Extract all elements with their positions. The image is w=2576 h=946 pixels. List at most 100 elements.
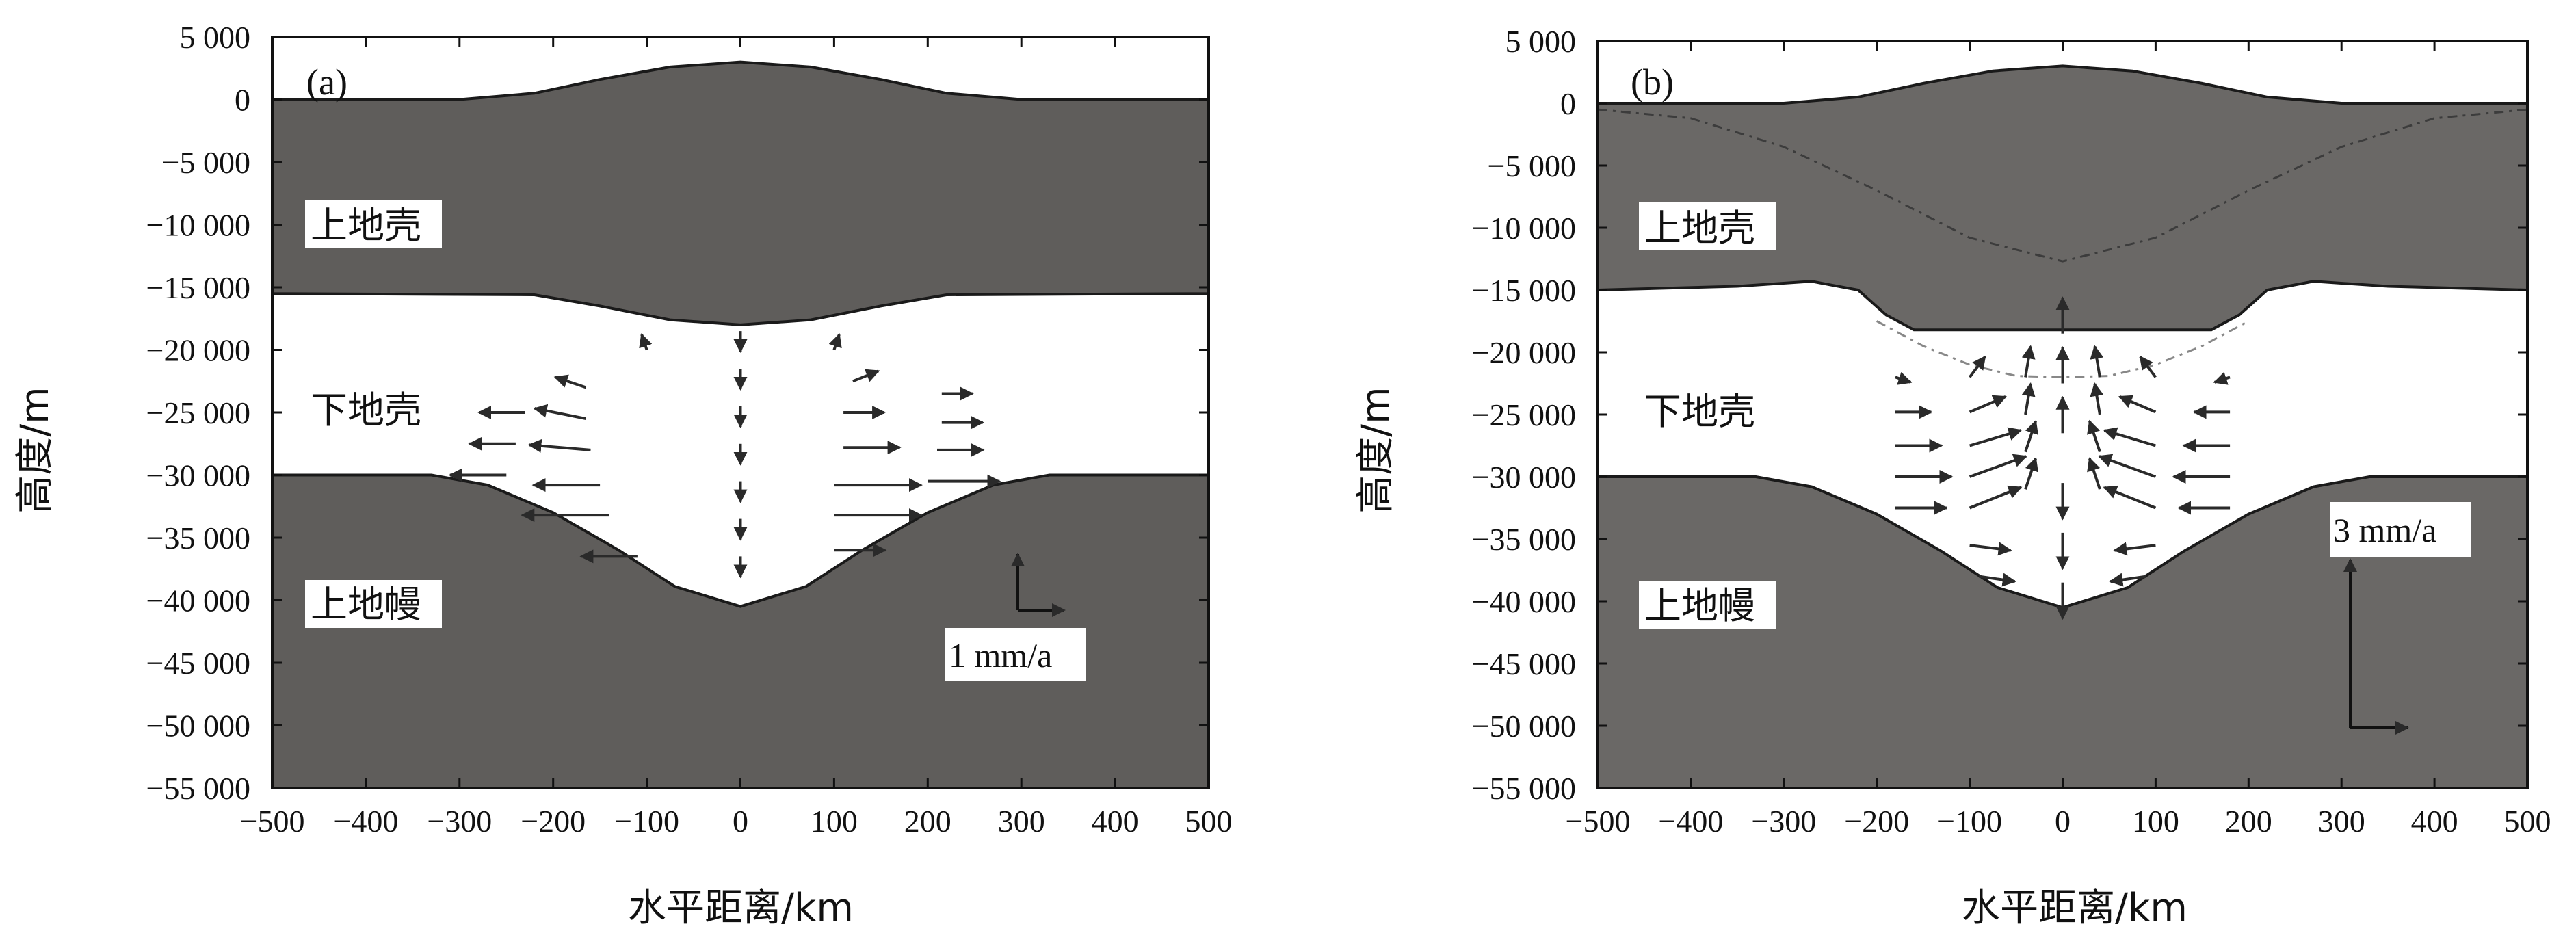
- y-tick-label: −35 000: [1472, 522, 1576, 557]
- y-tick-label: −50 000: [1472, 709, 1576, 744]
- velocity-arrows-b: [1895, 296, 2231, 620]
- velocity-arrow: [2090, 382, 2104, 415]
- y-tick-label: −10 000: [146, 208, 250, 243]
- x-tick-label: −100: [1937, 804, 2002, 839]
- ylabel-a: 高度/m: [13, 386, 57, 513]
- panel-a: 高度/m 水平距离/km −500 −400 −300 −200 −100 0 100 200…: [13, 20, 1233, 930]
- y-tick-label: −30 000: [146, 458, 250, 493]
- x-tick-label: −200: [521, 804, 586, 839]
- axis-ticks-a: −500 −400 −300 −200 −100 0 100 200 300 400 500 5 00…: [146, 20, 1233, 839]
- velocity-arrow: [2021, 345, 2036, 378]
- velocity-arrow: [2098, 454, 2157, 478]
- velocity-arrow: [2024, 457, 2038, 490]
- upper-mantle-area: [272, 475, 1209, 788]
- y-tick-label: −40 000: [146, 583, 250, 618]
- x-tick-label: 300: [998, 804, 1045, 839]
- y-tick-label: −35 000: [146, 521, 250, 555]
- velocity-arrow: [2109, 573, 2147, 587]
- x-tick-label: 300: [2318, 804, 2365, 839]
- layer-label-lower-crust-b: 下地壳: [1644, 390, 1755, 433]
- upper-crust-area: [271, 60, 1210, 326]
- layer-label-upper-mantle-a: 上地幔: [305, 580, 442, 628]
- y-tick-label: 5 000: [180, 20, 251, 55]
- y-tick-label: 0: [1560, 86, 1576, 121]
- y-tick-label: −30 000: [1472, 460, 1576, 495]
- velocity-arrow: [828, 333, 842, 351]
- svg-text:下地壳: 下地壳: [1644, 390, 1755, 433]
- velocity-arrow: [1969, 454, 2027, 478]
- velocity-arrow: [1969, 395, 2007, 414]
- y-tick-label: −15 000: [1472, 273, 1576, 308]
- scale-label-b: 3 mm/a: [2333, 511, 2436, 549]
- x-tick-label: 200: [904, 804, 951, 839]
- velocity-arrow: [639, 333, 653, 351]
- plot-frame-a: [271, 36, 1210, 789]
- velocity-arrow: [2118, 395, 2157, 414]
- axis-ticks-b: −500 −400 −300 −200 −100 0 100 200 300 400 500 5 00…: [1472, 24, 2551, 839]
- velocity-arrow: [2103, 427, 2156, 447]
- y-tick-label: −40 000: [1472, 584, 1576, 619]
- x-tick-label: −300: [1751, 804, 1816, 839]
- velocity-arrow: [2087, 457, 2101, 490]
- x-tick-label: 100: [811, 804, 858, 839]
- xlabel-b: 水平距离/km: [1962, 886, 2187, 930]
- x-tick-label: −300: [427, 804, 492, 839]
- velocity-arrow: [533, 404, 586, 421]
- y-tick-label: 5 000: [1506, 24, 1577, 59]
- y-tick-label: −45 000: [1472, 646, 1576, 681]
- layer-areas-a: [271, 60, 1210, 788]
- upper-mantle-area: [1598, 477, 2527, 788]
- svg-text:上地幔: 上地幔: [311, 583, 421, 626]
- layer-label-upper-mantle-b: 上地幔: [1639, 581, 1776, 629]
- velocity-arrow: [2087, 419, 2101, 453]
- velocity-arrows-a: [448, 331, 1001, 579]
- y-tick-label: −5 000: [162, 145, 250, 180]
- y-tick-label: −5 000: [1488, 148, 1576, 183]
- svg-text:下地壳: 下地壳: [311, 389, 421, 432]
- x-tick-label: −500: [240, 804, 305, 839]
- velocity-arrow: [1969, 485, 2023, 510]
- y-tick-label: −50 000: [146, 709, 250, 744]
- velocity-arrow: [2103, 485, 2157, 510]
- x-tick-label: 100: [2132, 804, 2179, 839]
- layer-label-upper-crust-a: 上地壳: [305, 200, 442, 248]
- panel-label-a: (a): [306, 62, 347, 103]
- velocity-arrow: [1969, 427, 2023, 447]
- x-tick-label: 500: [2504, 804, 2551, 839]
- initial-boundary-line: [1597, 108, 2528, 263]
- initial-boundaries-b: [1597, 108, 2528, 378]
- y-tick-label: −25 000: [1472, 397, 1576, 432]
- velocity-arrow: [527, 438, 591, 453]
- velocity-arrow: [852, 369, 880, 383]
- velocity-arrow: [553, 374, 587, 389]
- x-tick-label: 500: [1185, 804, 1233, 839]
- x-tick-label: −500: [1566, 804, 1631, 839]
- x-tick-label: 400: [1092, 804, 1139, 839]
- y-tick-label: −25 000: [146, 395, 250, 430]
- layer-label-upper-crust-b: 上地壳: [1639, 202, 1776, 250]
- velocity-arrow: [2024, 419, 2038, 453]
- xlabel-a: 水平距离/km: [628, 886, 854, 930]
- x-tick-label: 200: [2225, 804, 2272, 839]
- scale-label-a: 1 mm/a: [949, 636, 1052, 674]
- svg-text:上地幔: 上地幔: [1644, 584, 1755, 627]
- layer-label-lower-crust-a: 下地壳: [311, 389, 421, 432]
- y-tick-label: −55 000: [146, 771, 250, 806]
- velocity-arrow: [2113, 542, 2156, 556]
- svg-text:上地壳: 上地壳: [311, 204, 421, 247]
- y-tick-label: −45 000: [146, 646, 250, 681]
- velocity-arrow: [2139, 355, 2157, 378]
- svg-text:上地壳: 上地壳: [1644, 207, 1755, 250]
- y-tick-label: −55 000: [1472, 771, 1576, 806]
- x-tick-label: −200: [1844, 804, 1909, 839]
- layer-areas-b: [1596, 64, 2529, 788]
- velocity-arrow: [1969, 355, 1986, 378]
- x-tick-label: 400: [2411, 804, 2458, 839]
- y-tick-label: −15 000: [146, 270, 250, 305]
- velocity-arrow: [1978, 573, 2016, 587]
- y-tick-label: −20 000: [146, 333, 250, 368]
- velocity-arrow: [1895, 371, 1913, 385]
- plot-frame-b: [1596, 40, 2529, 789]
- x-tick-label: 0: [733, 804, 748, 839]
